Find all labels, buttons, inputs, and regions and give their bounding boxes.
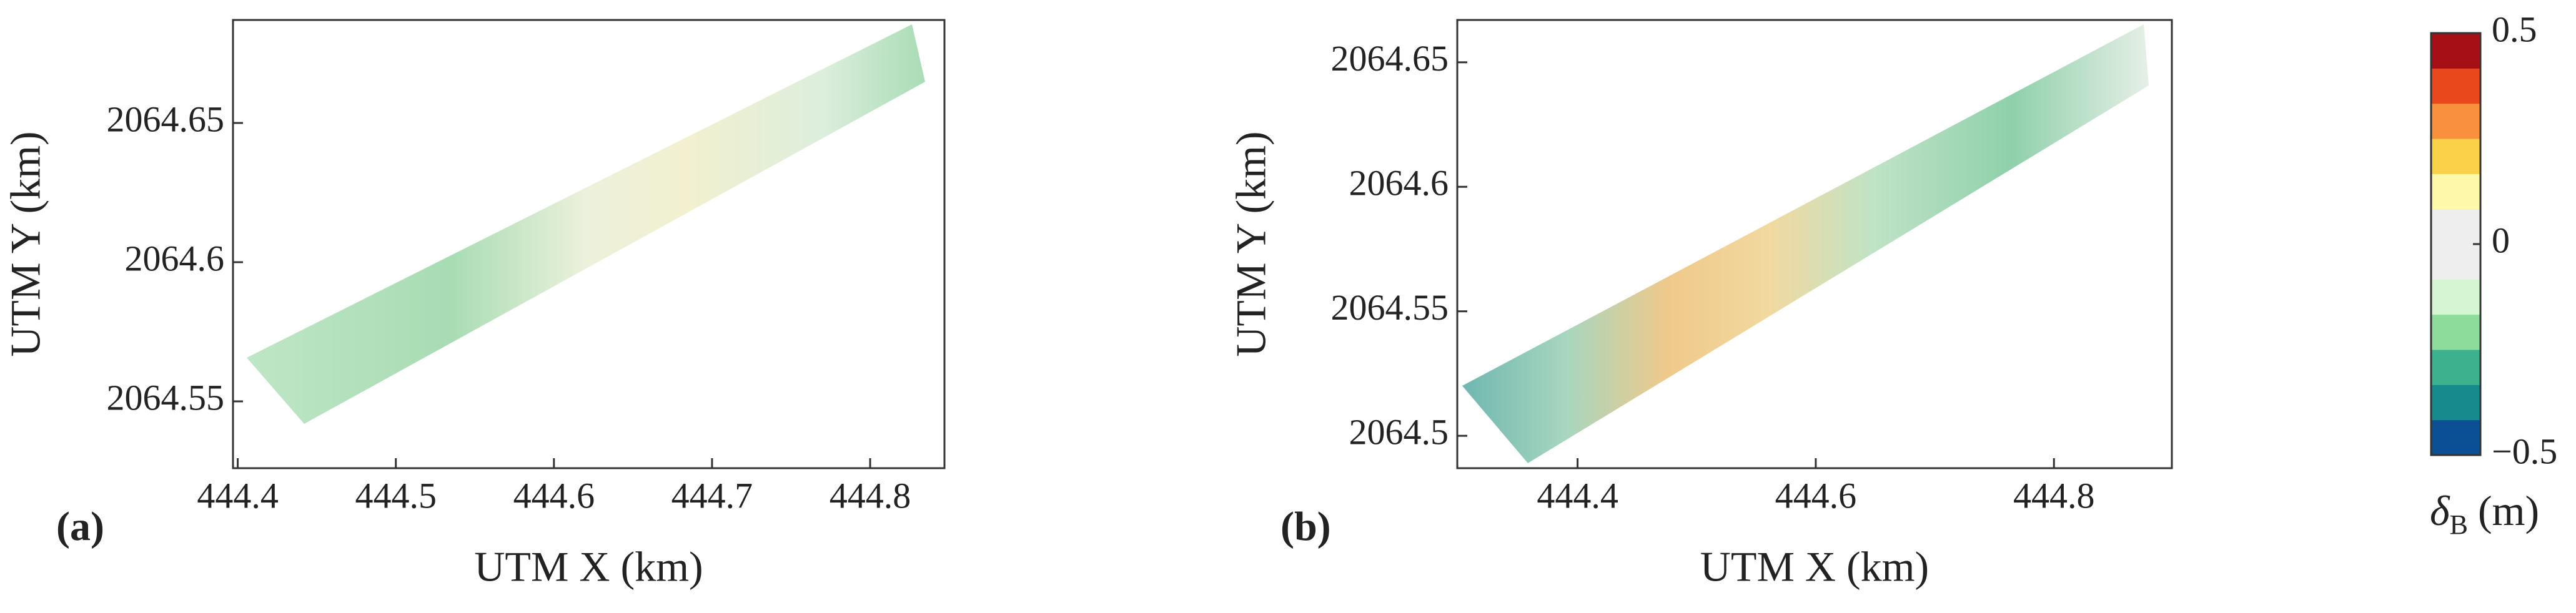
- x-tick-label: 444.4: [197, 475, 279, 516]
- y-tick-label: 2064.65: [1331, 38, 1449, 79]
- y-tick-label: 2064.5: [1349, 411, 1449, 452]
- x-axis-label: UTM X (km): [1700, 543, 1929, 591]
- colorbar-band: [2431, 103, 2480, 139]
- y-axis-label: UTM Y (km): [1227, 131, 1275, 356]
- colorbar-label: δB (m): [2430, 487, 2539, 540]
- colorbar-band: [2431, 350, 2480, 385]
- swath: [1462, 24, 2149, 463]
- colorbar-band: [2431, 279, 2480, 315]
- colorbar-band: [2431, 33, 2480, 69]
- colorbar-tick-label: 0: [2492, 220, 2510, 260]
- panel-label: (b): [1281, 504, 1331, 549]
- label-subscript: B: [2450, 509, 2468, 540]
- axes-box: [232, 19, 946, 469]
- colorbar-band: [2431, 174, 2480, 210]
- panel-label: (a): [56, 504, 104, 549]
- colorbar-tick-label: −0.5: [2492, 431, 2557, 471]
- colorbar-band: [2431, 314, 2480, 350]
- x-tick-label: 444.8: [830, 475, 911, 516]
- colorbar-tick-label: 0.5: [2492, 9, 2537, 49]
- y-tick-label: 2064.55: [107, 377, 225, 418]
- y-tick-label: 2064.6: [125, 238, 225, 278]
- colorbar-band: [2431, 419, 2480, 456]
- colorbar-band: [2431, 244, 2480, 280]
- y-axis-label: UTM Y (km): [2, 131, 49, 356]
- colorbar-band: [2431, 385, 2480, 421]
- label-symbol: δ: [2430, 487, 2450, 534]
- x-axis-label: UTM X (km): [474, 543, 703, 591]
- x-tick-label: 444.6: [1775, 475, 1857, 516]
- colorbar-band: [2431, 208, 2480, 245]
- x-tick-label: 444.4: [1537, 475, 1618, 516]
- y-tick-label: 2064.6: [1349, 163, 1449, 204]
- axes-box: [1456, 19, 2173, 469]
- label-unit: (m): [2478, 487, 2539, 534]
- x-tick-label: 444.8: [2013, 475, 2095, 516]
- colorbar-band: [2431, 139, 2480, 174]
- swath: [247, 24, 925, 424]
- y-tick-label: 2064.55: [1331, 287, 1449, 328]
- x-tick-label: 444.6: [513, 475, 595, 516]
- x-tick-label: 444.7: [671, 475, 753, 516]
- colorbar-band: [2431, 68, 2480, 104]
- y-tick-label: 2064.65: [107, 99, 225, 139]
- x-tick-label: 444.5: [355, 475, 437, 516]
